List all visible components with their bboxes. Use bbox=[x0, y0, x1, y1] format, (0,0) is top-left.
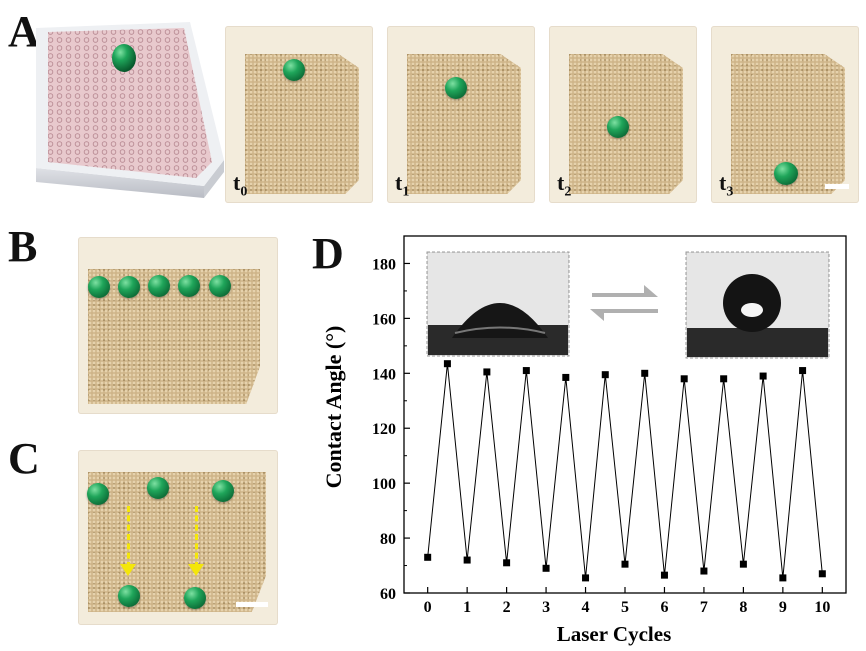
y-tick-label-0: 60 bbox=[380, 586, 396, 603]
photo-t2: t2 bbox=[549, 26, 697, 203]
data-point-5 bbox=[522, 367, 530, 375]
x-tick-label-0: 0 bbox=[424, 599, 432, 616]
data-point-12 bbox=[660, 571, 668, 579]
x-tick-label-6: 6 bbox=[660, 599, 668, 616]
inset-low-angle bbox=[426, 251, 570, 357]
slide-arrow-head-1 bbox=[120, 564, 136, 576]
x-tick-label-7: 7 bbox=[700, 599, 708, 616]
data-point-7 bbox=[562, 373, 570, 381]
panel-label-b: B bbox=[8, 222, 38, 271]
data-point-16 bbox=[739, 560, 747, 568]
y-tick-label-3: 120 bbox=[372, 421, 396, 438]
data-point-9 bbox=[601, 371, 609, 379]
reversible-arrows bbox=[590, 285, 658, 321]
photo-t1: t1 bbox=[387, 26, 535, 203]
scale-bar-a bbox=[825, 184, 849, 189]
droplet-t1 bbox=[445, 77, 467, 99]
droplet-b-2 bbox=[118, 276, 140, 298]
droplet-c-top-2 bbox=[147, 477, 169, 499]
photo-t3: t3 bbox=[711, 26, 859, 203]
data-point-6 bbox=[542, 564, 550, 572]
data-point-19 bbox=[799, 367, 807, 375]
droplet-c-top-3 bbox=[212, 480, 234, 502]
data-point-20 bbox=[818, 570, 826, 578]
x-tick-label-4: 4 bbox=[582, 599, 590, 616]
data-point-11 bbox=[641, 369, 649, 377]
timepoint-label-t3: t3 bbox=[719, 170, 734, 200]
surface-schematic bbox=[36, 22, 224, 198]
droplet-t3 bbox=[774, 162, 798, 185]
droplet-b-1 bbox=[88, 276, 110, 298]
data-point-18 bbox=[779, 574, 787, 582]
scale-bar-c bbox=[236, 602, 268, 607]
data-point-15 bbox=[720, 375, 728, 383]
x-tick-label-8: 8 bbox=[739, 599, 747, 616]
inset-high-angle bbox=[685, 251, 830, 359]
y-tick-label-6: 180 bbox=[372, 256, 396, 273]
data-point-1 bbox=[443, 360, 451, 368]
droplet-b-3 bbox=[148, 275, 170, 297]
x-tick-label-2: 2 bbox=[503, 599, 511, 616]
panel-label-d: D bbox=[312, 229, 344, 278]
x-tick-label-3: 3 bbox=[542, 599, 550, 616]
data-point-13 bbox=[680, 375, 688, 383]
panel-label-a: A bbox=[8, 7, 40, 56]
x-tick-label-5: 5 bbox=[621, 599, 629, 616]
photo-c bbox=[78, 450, 278, 625]
x-tick-label-10: 10 bbox=[814, 599, 830, 616]
photo-t0: t0 bbox=[225, 26, 373, 203]
schematic-droplet bbox=[112, 44, 136, 72]
slide-arrow-2 bbox=[195, 506, 198, 568]
y-tick-label-2: 100 bbox=[372, 476, 396, 493]
droplet-b-5 bbox=[209, 275, 231, 297]
droplet-c-top-1 bbox=[87, 483, 109, 505]
data-point-8 bbox=[582, 574, 590, 582]
droplet-t0 bbox=[283, 59, 305, 81]
slide-arrow-1 bbox=[127, 506, 130, 568]
timepoint-label-t2: t2 bbox=[557, 170, 572, 200]
series-line-0 bbox=[427, 363, 823, 578]
y-tick-label-4: 140 bbox=[372, 366, 396, 383]
y-axis-label: Contact Angle (°) bbox=[321, 326, 346, 489]
data-point-10 bbox=[621, 560, 629, 568]
data-point-3 bbox=[483, 368, 491, 376]
droplet-b-4 bbox=[178, 275, 200, 297]
y-tick-label-1: 80 bbox=[380, 531, 396, 548]
slide-arrow-head-2 bbox=[188, 564, 204, 576]
data-point-14 bbox=[700, 567, 708, 575]
data-point-0 bbox=[424, 553, 432, 561]
data-point-2 bbox=[463, 556, 471, 564]
x-tick-label-1: 1 bbox=[463, 599, 471, 616]
panel-label-c: C bbox=[8, 434, 40, 483]
data-point-17 bbox=[759, 372, 767, 380]
x-tick-label-9: 9 bbox=[779, 599, 787, 616]
photo-b bbox=[78, 237, 278, 414]
y-tick-label-5: 160 bbox=[372, 311, 396, 328]
droplet-c-bottom-2 bbox=[184, 587, 206, 609]
droplet-c-bottom-1 bbox=[118, 585, 140, 607]
data-point-4 bbox=[503, 559, 511, 567]
droplet-t2 bbox=[607, 116, 629, 138]
x-axis-label: Laser Cycles bbox=[557, 622, 672, 646]
timepoint-label-t1: t1 bbox=[395, 170, 410, 200]
timepoint-label-t0: t0 bbox=[233, 170, 248, 200]
